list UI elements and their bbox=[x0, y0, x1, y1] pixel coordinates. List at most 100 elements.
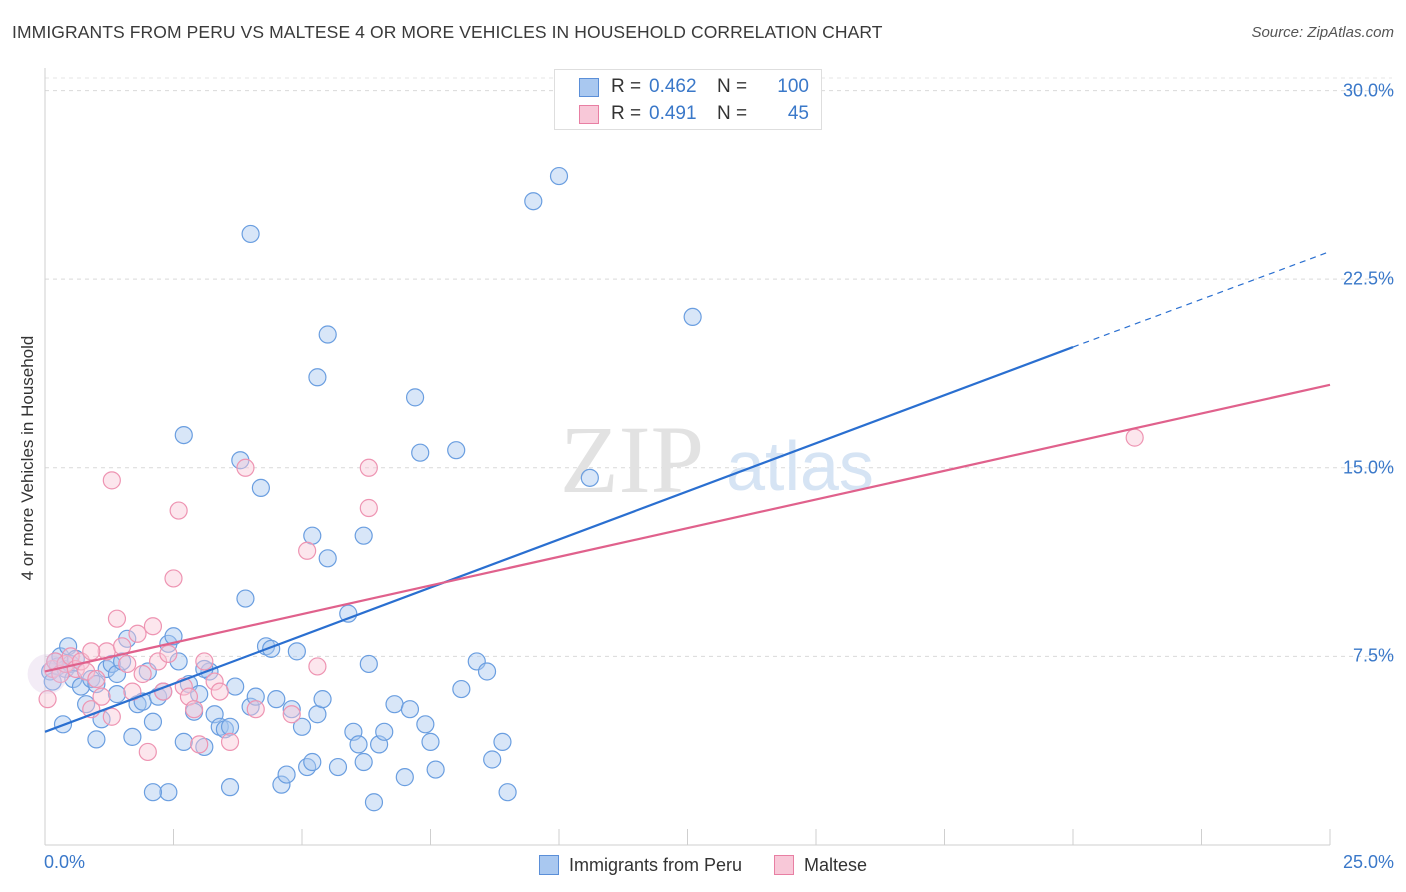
peru-point bbox=[375, 722, 394, 741]
peru-point bbox=[251, 478, 270, 498]
y-tick-label: 30.0% bbox=[1342, 80, 1394, 101]
peru-point bbox=[354, 526, 373, 545]
peru-point bbox=[303, 526, 322, 545]
peru-point bbox=[303, 752, 322, 772]
source-label: Source: ZipAtlas.com bbox=[1251, 24, 1394, 41]
maltese-swatch bbox=[579, 104, 599, 124]
watermark-atlas: atlas bbox=[726, 427, 874, 505]
maltese-point bbox=[184, 700, 204, 719]
maltese-point bbox=[308, 657, 327, 676]
maltese-point bbox=[38, 690, 57, 709]
maltese-point bbox=[102, 471, 121, 490]
maltese-point bbox=[190, 735, 209, 754]
peru-point bbox=[493, 732, 512, 751]
r-value: 0.462 bbox=[649, 76, 697, 97]
watermark: ZIP atlas bbox=[560, 406, 874, 513]
peru-point bbox=[241, 697, 260, 716]
peru-point bbox=[282, 700, 301, 719]
peru-legend-swatch bbox=[538, 855, 559, 875]
peru-point bbox=[308, 705, 327, 724]
peru-point bbox=[580, 468, 599, 487]
maltese-point bbox=[169, 501, 188, 520]
y-tick-label: 7.5% bbox=[1352, 645, 1394, 666]
maltese-point bbox=[282, 705, 301, 724]
peru-point bbox=[226, 677, 245, 696]
axes bbox=[44, 68, 1331, 846]
maltese-point bbox=[236, 458, 255, 477]
peru-point bbox=[359, 654, 378, 674]
y-tick-label: 15.0% bbox=[1342, 457, 1394, 478]
peru-point bbox=[298, 757, 317, 777]
legend-item-maltese[interactable]: Maltese bbox=[774, 855, 867, 876]
maltese-legend-swatch bbox=[774, 855, 794, 875]
peru-point bbox=[159, 783, 178, 802]
peru-point bbox=[313, 690, 332, 709]
peru-point bbox=[483, 750, 502, 769]
r-label: R = bbox=[611, 76, 642, 97]
legend-item-peru[interactable]: Immigrants from Peru bbox=[538, 854, 742, 876]
peru-point bbox=[236, 589, 255, 608]
peru-point bbox=[246, 687, 265, 706]
peru-point bbox=[148, 687, 168, 706]
y-axis-label: 4 or more Vehicles in Household bbox=[18, 335, 37, 581]
x-tick-min: 0.0% bbox=[44, 852, 86, 872]
peru-point bbox=[195, 737, 214, 757]
data-points bbox=[27, 166, 1144, 812]
peru-point bbox=[364, 793, 384, 812]
maltese-point bbox=[210, 682, 229, 701]
peru-trend-line bbox=[44, 346, 1074, 733]
grid-lines bbox=[45, 77, 1392, 657]
maltese-point bbox=[143, 617, 163, 636]
peru-point bbox=[220, 717, 240, 736]
peru-point bbox=[112, 652, 132, 671]
legend-label-maltese: Maltese bbox=[804, 854, 868, 875]
series-legend: Immigrants from Peru Maltese bbox=[0, 852, 1406, 878]
peru-point bbox=[200, 662, 219, 681]
trend-lines bbox=[44, 250, 1331, 733]
maltese-point bbox=[164, 569, 183, 588]
maltese-point bbox=[138, 742, 157, 762]
n-value: 45 bbox=[787, 103, 809, 124]
peru-point bbox=[411, 443, 430, 462]
stats-row-peru: R = 0.462 N = 100 bbox=[579, 74, 809, 100]
maltese-point bbox=[148, 652, 168, 671]
peru-point bbox=[123, 727, 142, 746]
maltese-point bbox=[118, 654, 137, 674]
peru-point bbox=[87, 730, 106, 749]
r-label: R = bbox=[611, 103, 642, 124]
maltese-point bbox=[195, 652, 214, 671]
peru-point bbox=[164, 627, 183, 646]
x-tick-max: 25.0% bbox=[1342, 852, 1394, 872]
peru-point bbox=[267, 690, 286, 709]
maltese-point bbox=[246, 700, 265, 719]
peru-point bbox=[220, 778, 240, 797]
peru-point bbox=[385, 695, 404, 714]
y-tick-label: 22.5% bbox=[1342, 268, 1394, 289]
r-value: 0.491 bbox=[649, 103, 697, 124]
maltese-point bbox=[159, 644, 178, 663]
peru-point bbox=[498, 783, 517, 802]
peru-point bbox=[143, 783, 163, 802]
cluster-point bbox=[27, 653, 68, 694]
maltese-trend-line bbox=[44, 383, 1331, 673]
peru-point bbox=[354, 752, 373, 772]
peru-point bbox=[395, 768, 414, 787]
peru-point bbox=[308, 368, 327, 387]
peru-point bbox=[287, 642, 306, 661]
stats-legend: R = 0.462 N = 100 R = 0.491 N = 45 bbox=[554, 69, 822, 130]
maltese-point bbox=[82, 642, 101, 661]
maltese-point bbox=[359, 458, 378, 477]
peru-point bbox=[452, 679, 471, 699]
peru-point bbox=[143, 712, 163, 731]
peru-point bbox=[416, 715, 435, 734]
maltese-point bbox=[128, 624, 147, 643]
legend-label-peru: Immigrants from Peru bbox=[568, 854, 742, 875]
peru-point bbox=[421, 732, 440, 751]
maltese-point bbox=[359, 498, 378, 518]
peru-point bbox=[405, 388, 425, 407]
n-label: N = bbox=[717, 76, 748, 97]
n-value: 100 bbox=[777, 76, 809, 97]
peru-point bbox=[328, 757, 348, 777]
n-label: N = bbox=[717, 103, 748, 124]
